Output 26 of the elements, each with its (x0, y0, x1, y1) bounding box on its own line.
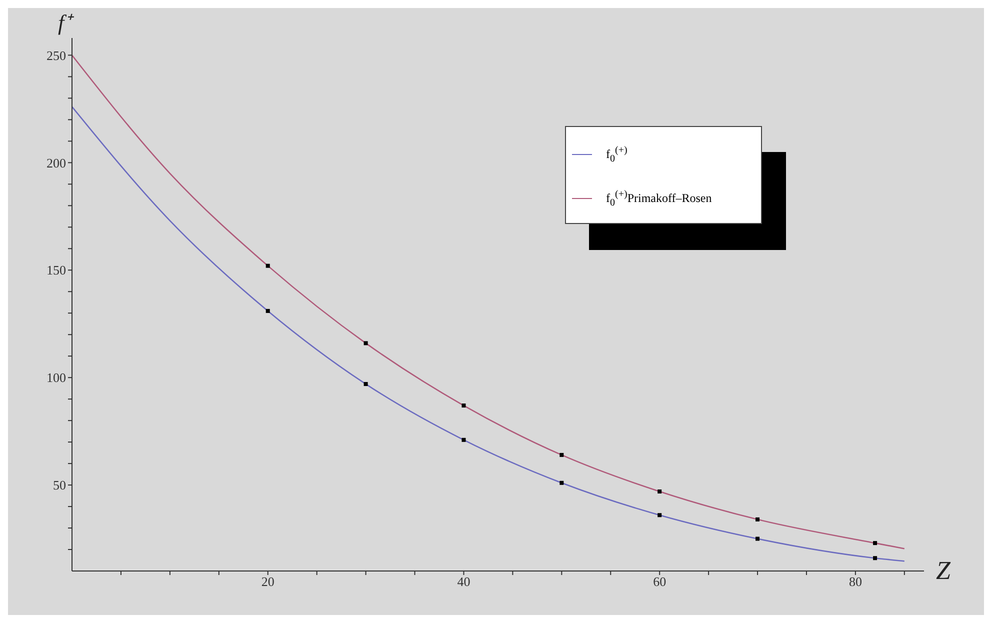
point (462, 404, 466, 408)
legend-label: f$_{0}$$^{(+)}$Primakoff–Rosen (606, 189, 712, 208)
point (756, 536, 760, 541)
point (364, 341, 368, 346)
point (364, 382, 368, 386)
point (560, 452, 564, 457)
y-tick-label: 250 (46, 48, 66, 63)
point (756, 517, 760, 522)
point (266, 308, 270, 313)
y-tick-label: 50 (53, 478, 66, 493)
point (658, 513, 662, 518)
x-tick-label: 40 (457, 574, 470, 590)
x-tick-label: 80 (848, 574, 862, 590)
point (462, 438, 466, 442)
point (873, 541, 878, 546)
point (560, 480, 564, 485)
x-tick-label: 20 (261, 574, 274, 590)
y-tick-label: 150 (46, 262, 66, 278)
x-tick-label: 60 (653, 574, 666, 590)
point (658, 489, 662, 494)
y-axis-title: f⁺ (58, 10, 76, 35)
y-tick-label: 100 (46, 370, 66, 386)
point (266, 264, 270, 268)
y-tick-label: 200 (46, 155, 66, 170)
point (873, 556, 878, 560)
x-axis-title: Z (936, 556, 951, 585)
